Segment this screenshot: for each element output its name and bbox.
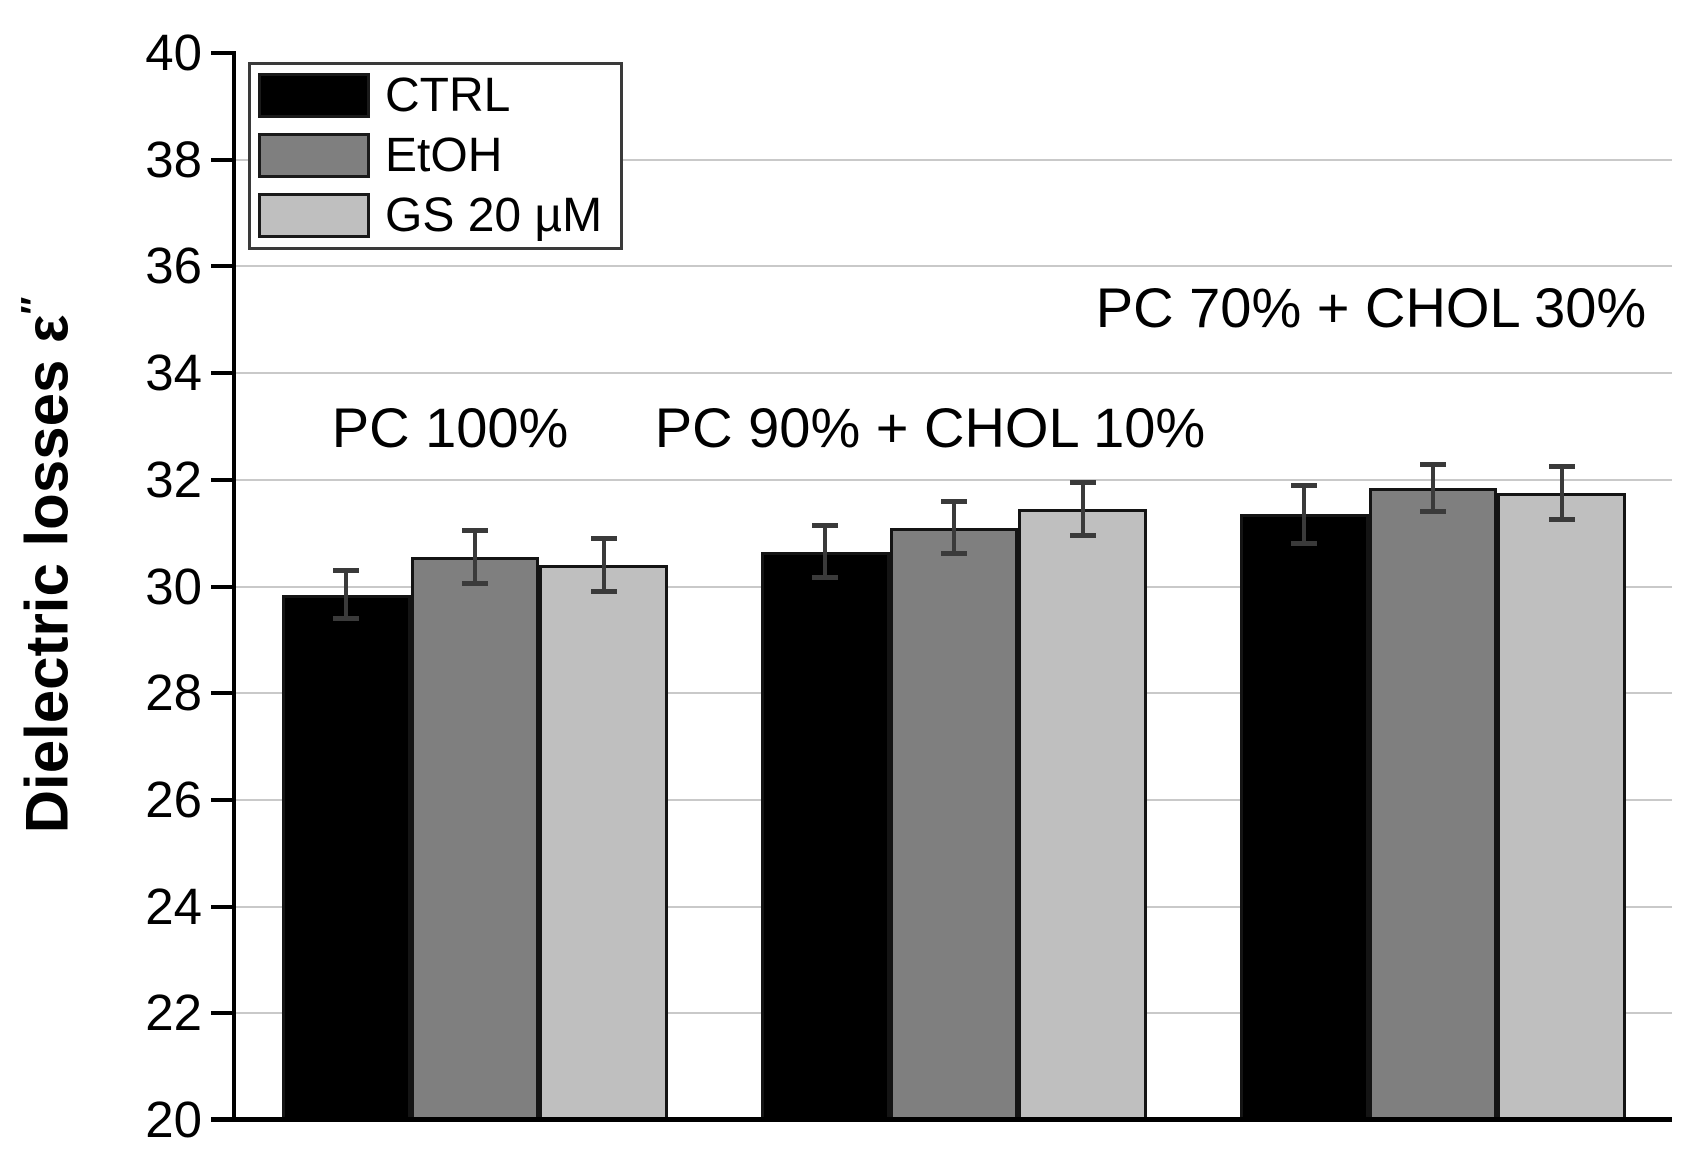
y-tick-26 — [211, 797, 236, 802]
category-label-1: PC 100% — [331, 396, 569, 459]
error-bar-line — [473, 530, 478, 584]
legend-label: GS 20 µM — [385, 189, 603, 242]
bar-ctrl-group2 — [761, 551, 890, 1120]
error-bar-line — [1302, 485, 1307, 544]
y-tick-38 — [211, 157, 236, 162]
legend-label: EtOH — [385, 129, 503, 182]
error-bar-cap-top — [590, 536, 617, 542]
legend-swatch — [258, 133, 370, 178]
legend-label: CTRL — [385, 69, 511, 122]
y-tick-36 — [211, 264, 236, 269]
epsilon-symbol: ε — [13, 314, 81, 344]
y-tick-24 — [211, 904, 236, 909]
double-prime-superscript: ″ — [12, 296, 55, 315]
y-tick-label-30: 30 — [145, 557, 202, 615]
error-bar-line — [1080, 482, 1085, 536]
error-bar-cap-top — [941, 499, 968, 505]
y-tick-28 — [211, 691, 236, 696]
gridline-y-32 — [235, 478, 1672, 481]
error-bar-cap-bottom — [1548, 516, 1575, 522]
y-tick-40 — [211, 51, 236, 55]
error-bar-cap-top — [1069, 480, 1096, 486]
error-bar-cap-top — [333, 568, 360, 574]
gridline-y-36 — [235, 265, 1672, 268]
y-tick-30 — [211, 584, 236, 589]
error-bar-line — [952, 501, 957, 555]
gridline-y-38 — [235, 158, 1672, 161]
bar-ctrl-group1 — [282, 594, 411, 1120]
error-bar-cap-bottom — [590, 588, 617, 594]
error-bar-cap-top — [462, 528, 489, 534]
bar-gs-20-µm-group2 — [1018, 509, 1148, 1120]
y-tick-label-36: 36 — [145, 237, 202, 295]
y-tick-label-26: 26 — [145, 770, 202, 828]
legend-row-etoh: EtOH — [258, 129, 610, 182]
y-tick-label-20: 20 — [145, 1091, 202, 1148]
x-axis-line — [211, 1117, 1672, 1122]
error-bar-cap-bottom — [1291, 540, 1318, 546]
legend-row-gs-20-µm: GS 20 µM — [258, 189, 610, 242]
error-bar-cap-top — [812, 523, 839, 529]
legend-swatch — [258, 73, 370, 118]
error-bar-cap-bottom — [941, 551, 968, 557]
y-tick-20 — [211, 1118, 236, 1122]
error-bar-cap-bottom — [333, 615, 360, 621]
y-tick-label-22: 22 — [145, 984, 202, 1042]
y-tick-label-24: 24 — [145, 877, 202, 935]
error-bar-line — [823, 525, 828, 579]
legend-swatch — [258, 193, 370, 238]
y-tick-label-32: 32 — [145, 450, 202, 508]
legend: CTRL EtOH GS 20 µM — [248, 62, 623, 250]
error-bar-cap-top — [1548, 464, 1575, 470]
bar-gs-20-µm-group1 — [539, 565, 669, 1120]
error-bar-cap-top — [1420, 461, 1447, 467]
category-label-3: PC 70% + CHOL 30% — [1095, 276, 1647, 339]
error-bar-cap-top — [1291, 483, 1318, 489]
error-bar-line — [344, 570, 349, 619]
bar-ctrl-group3 — [1240, 514, 1369, 1120]
error-bar-cap-bottom — [1420, 508, 1447, 514]
error-bar-line — [1431, 463, 1436, 512]
error-bar-cap-bottom — [812, 575, 839, 581]
error-bar-cap-bottom — [1069, 532, 1096, 538]
bar-etoh-group1 — [410, 557, 540, 1120]
gridline-y-34 — [235, 372, 1672, 375]
legend-row-ctrl: CTRL — [258, 69, 610, 122]
bar-etoh-group3 — [1368, 487, 1498, 1120]
bar-etoh-group2 — [889, 527, 1019, 1120]
error-bar-cap-bottom — [462, 580, 489, 586]
y-tick-34 — [211, 371, 236, 376]
y-tick-label-28: 28 — [145, 664, 202, 722]
y-tick-label-34: 34 — [145, 344, 202, 402]
y-tick-22 — [211, 1011, 236, 1016]
error-bar-line — [601, 538, 606, 592]
y-tick-label-38: 38 — [145, 130, 202, 188]
y-tick-32 — [211, 477, 236, 482]
y-tick-label-40: 40 — [145, 24, 202, 81]
bar-gs-20-µm-group3 — [1497, 493, 1627, 1120]
error-bar-line — [1559, 466, 1564, 520]
category-label-2: PC 90% + CHOL 10% — [654, 396, 1206, 459]
